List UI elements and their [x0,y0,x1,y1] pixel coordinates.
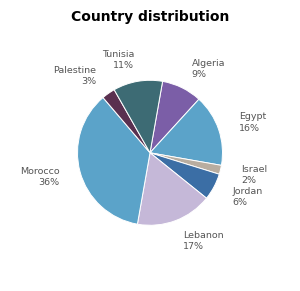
Text: Jordan
6%: Jordan 6% [233,187,263,207]
Text: Egypt
16%: Egypt 16% [239,113,266,133]
Text: Israel
2%: Israel 2% [241,165,267,185]
Text: Lebanon
17%: Lebanon 17% [183,230,224,251]
Text: Tunisia
11%: Tunisia 11% [102,50,134,70]
Wedge shape [103,90,150,153]
Title: Country distribution: Country distribution [71,10,229,24]
Text: Palestine
3%: Palestine 3% [53,66,96,86]
Wedge shape [150,99,223,165]
Text: Algeria
9%: Algeria 9% [191,58,225,79]
Wedge shape [77,97,150,224]
Wedge shape [150,153,219,198]
Wedge shape [137,153,206,225]
Wedge shape [114,80,163,153]
Wedge shape [150,81,199,153]
Wedge shape [150,153,221,174]
Text: Morocco
36%: Morocco 36% [20,167,59,187]
